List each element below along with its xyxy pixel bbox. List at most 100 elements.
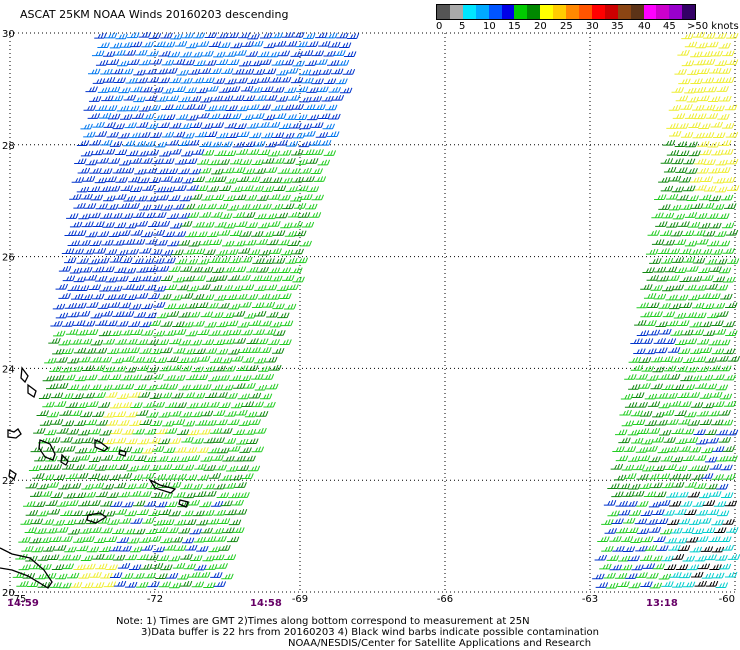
wind-barb [246,338,259,344]
wind-barb [716,86,729,92]
wind-barb [220,141,233,148]
wind-barb [182,203,196,210]
wind-barb [281,59,295,66]
wind-barb [54,545,67,551]
wind-barb [675,294,689,301]
wind-barb [60,536,73,542]
wind-barb [716,455,729,462]
wind-barb [236,105,249,112]
wind-barb [238,420,252,426]
wind-barb [321,95,334,102]
wind-barb [662,139,676,146]
wind-barb [315,132,329,138]
wind-barb [192,320,205,327]
wind-barb [160,564,173,571]
wind-barb [659,429,672,436]
wind-barb [664,266,678,273]
wind-barb [681,329,694,336]
wind-barb [271,132,285,139]
wind-barb [100,572,113,579]
wind-barb [212,554,225,561]
wind-barb [129,303,142,310]
wind-barb [256,51,270,58]
wind-barb [185,544,198,551]
wind-barb [660,528,673,535]
wind-barb [130,402,143,408]
wind-barb [292,31,305,38]
wind-barb [181,436,194,443]
wind-barb [149,535,162,542]
wind-barb [124,483,137,490]
wind-barb [152,330,166,337]
wind-barb [294,230,307,237]
wind-barb [208,257,221,263]
wind-barb [77,310,91,317]
wind-barb [698,222,711,229]
wind-barb [164,473,177,480]
wind-barb [221,573,234,580]
wind-barb [181,537,195,544]
wind-barb [621,420,635,427]
wind-barb [259,177,272,183]
wind-barb [264,141,278,148]
wind-barb [193,104,207,110]
footnote-line: 3)Data buffer is 22 hrs from 20160203 4)… [141,627,599,638]
wind-barb [708,339,721,346]
wind-barb [655,518,669,524]
wind-barb [205,131,218,137]
wind-barb [82,320,96,327]
wind-barb [708,167,721,174]
wind-barb [102,77,116,83]
wind-barb [656,275,670,282]
lon-tick-label: -66 [437,594,453,605]
wind-barb [230,186,244,192]
wind-barb [218,42,231,48]
wind-barb [677,320,690,326]
wind-barb [657,248,670,254]
wind-barb [635,572,648,578]
wind-barb [259,347,272,353]
wind-barb [105,564,118,571]
wind-barb [722,321,735,328]
wind-barb [217,302,230,309]
wind-barb [228,375,242,381]
wind-barb [652,563,666,570]
wind-barb [120,185,133,191]
wind-barb [82,176,96,182]
wind-barb [186,184,199,191]
wind-barb [160,537,173,544]
wind-barb [188,571,201,578]
wind-barb [89,167,102,174]
wind-barb [68,554,82,561]
wind-barb [726,527,739,533]
wind-barb [165,501,178,508]
wind-barb [264,213,278,220]
legend-label: 5 [459,21,466,32]
coastline-path [118,449,127,457]
wind-barb [203,366,216,372]
wind-barb [691,571,704,578]
wind-barb [682,555,696,562]
wind-barb [668,500,682,507]
wind-barb [639,410,653,417]
wind-barb [70,366,83,372]
wind-barb [268,293,281,300]
wind-barb [615,527,629,534]
wind-barb [691,473,704,480]
wind-barb [669,572,682,578]
wind-barb [262,114,276,121]
wind-barb [181,510,194,517]
wind-barb [712,302,726,309]
wind-barb [303,104,316,111]
wind-barb [246,266,259,273]
wind-barb [31,546,44,553]
wind-barb [647,401,661,407]
wind-barb [66,500,79,506]
legend-label: 45 [663,21,676,32]
wind-barb [56,427,69,434]
wind-barb [244,239,257,246]
wind-barb [144,312,157,319]
wind-barb [118,87,131,94]
wind-barb [105,320,118,327]
wind-barb [715,429,729,436]
